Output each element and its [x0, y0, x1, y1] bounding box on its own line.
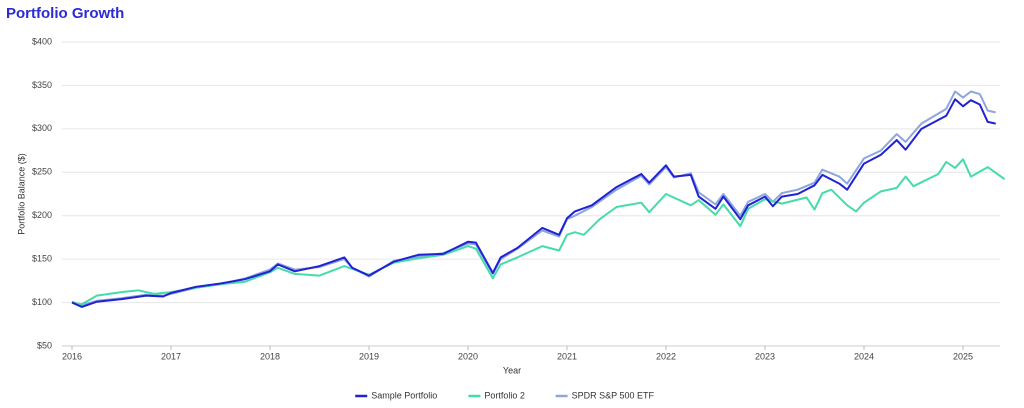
x-tick-label: 2018 [260, 351, 280, 361]
series-line [71, 158, 1006, 306]
y-tick-label: $50 [37, 340, 52, 350]
y-tick-label: $350 [32, 80, 52, 90]
x-tick-label: 2022 [656, 351, 676, 361]
x-tick-label: 2020 [458, 351, 478, 361]
x-tick-label: 2016 [62, 351, 82, 361]
series-line [71, 90, 996, 307]
legend-label: Portfolio 2 [484, 390, 525, 400]
y-tick-label: $100 [32, 297, 52, 307]
series-line [71, 98, 996, 308]
x-axis-label: Year [503, 365, 521, 375]
y-tick-label: $150 [32, 254, 52, 264]
x-tick-label: 2021 [557, 351, 577, 361]
y-tick-label: $400 [32, 36, 52, 46]
x-tick-label: 2025 [953, 351, 973, 361]
x-tick-label: 2023 [755, 351, 775, 361]
x-tick-label: 2024 [854, 351, 874, 361]
y-tick-label: $200 [32, 210, 52, 220]
y-axis-label: Portfolio Balance ($) [16, 153, 26, 235]
x-tick-label: 2017 [161, 351, 181, 361]
legend-label: SPDR S&P 500 ETF [572, 390, 655, 400]
legend-label: Sample Portfolio [371, 390, 437, 400]
y-tick-label: $250 [32, 167, 52, 177]
chart-title: Portfolio Growth [6, 5, 124, 22]
y-tick-label: $300 [32, 123, 52, 133]
x-tick-label: 2019 [359, 351, 379, 361]
